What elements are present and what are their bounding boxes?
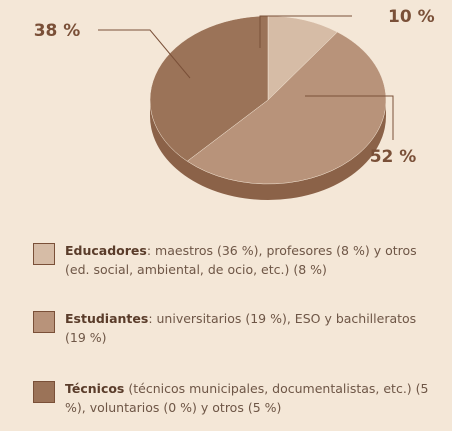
legend-label: Técnicos (65, 381, 125, 396)
pie-side (150, 100, 386, 200)
pie-slice (149, 15, 269, 162)
data-label: 38 % (34, 21, 81, 41)
legend-label: Educadores (65, 243, 147, 258)
pie-slice (186, 31, 387, 185)
legend-text: Educadores: maestros (36 %), profesores … (65, 241, 435, 279)
legend-description: : universitarios (19 %), ESO y bachiller… (65, 311, 417, 345)
legend-swatch (33, 311, 55, 333)
legend-swatch (33, 243, 55, 265)
legend-description: (técnicos municipales, documentalistas, … (65, 381, 429, 415)
data-label: 10 % (388, 7, 435, 27)
leader-line (98, 29, 191, 79)
legend-label: Estudiantes (65, 311, 149, 326)
chart: 10 % 52 % 38 % (34, 7, 435, 200)
leader-line (259, 15, 352, 48)
legend-text: Técnicos (técnicos municipales, document… (65, 379, 435, 417)
legend-text: Estudiantes: universitarios (19 %), ESO … (65, 309, 435, 347)
leader-line (305, 95, 394, 140)
legend-swatch (33, 381, 55, 403)
legend-description: : maestros (36 %), profesores (8 %) y ot… (65, 243, 417, 277)
data-label: 52 % (370, 147, 417, 167)
